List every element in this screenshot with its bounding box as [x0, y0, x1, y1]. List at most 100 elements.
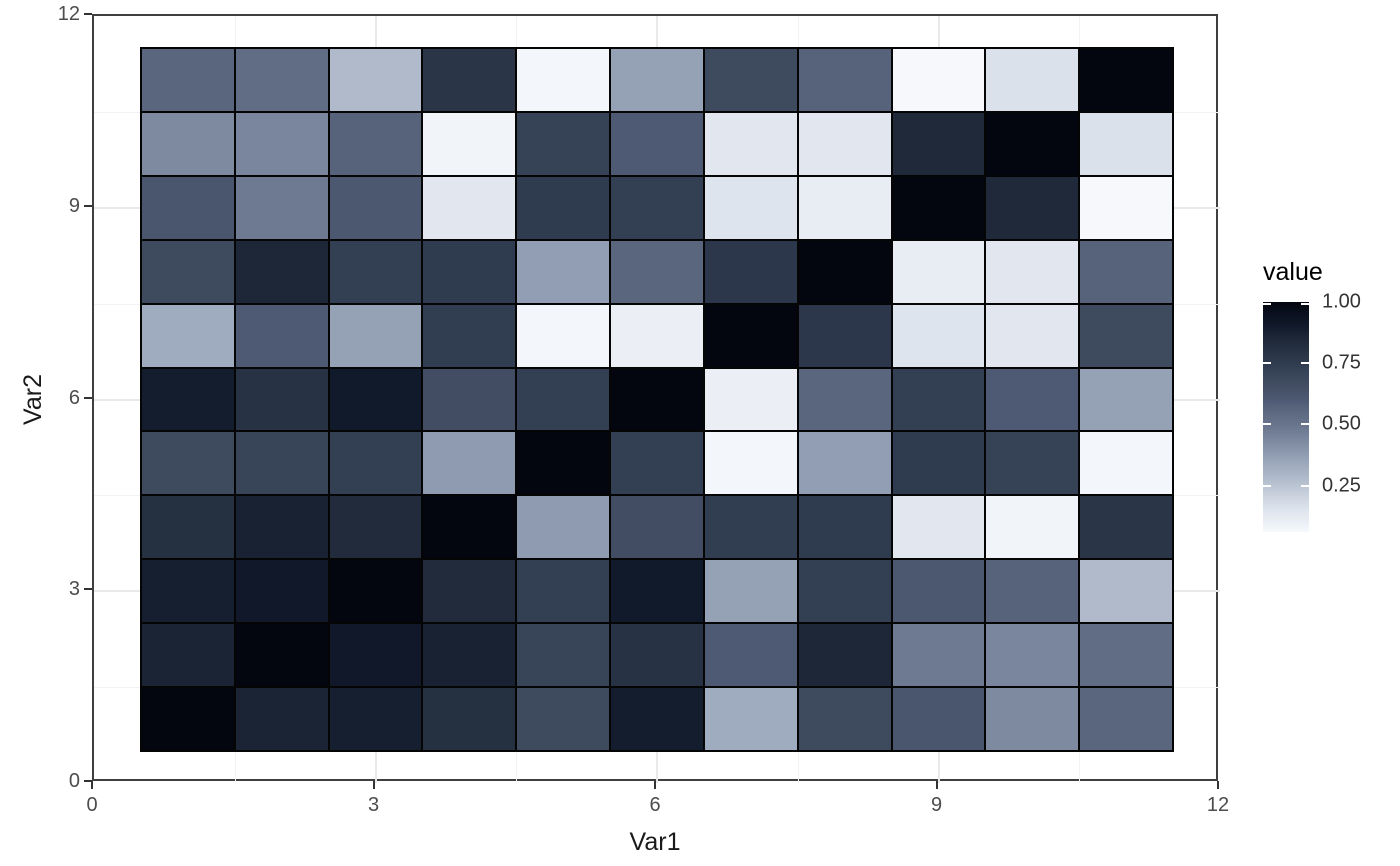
x-axis-tick-label: 9	[930, 794, 943, 816]
heatmap-tile	[891, 623, 986, 688]
y-axis-tick-label: 6	[68, 386, 80, 409]
x-axis-tick	[935, 781, 938, 789]
heatmap-tile	[328, 495, 423, 560]
heatmap-tiles	[139, 46, 1175, 753]
heatmap-tile	[610, 431, 704, 496]
heatmap-tile	[1079, 623, 1174, 688]
heatmap-tile	[328, 47, 423, 112]
legend-tick	[1263, 484, 1271, 487]
heatmap-tile	[891, 175, 986, 240]
heatmap-tile	[516, 687, 611, 752]
heatmap-tile	[891, 367, 986, 432]
heatmap-tile	[328, 559, 423, 624]
heatmap-tile	[140, 623, 235, 688]
heatmap-tile	[985, 559, 1080, 624]
heatmap-tile	[1079, 111, 1174, 176]
heatmap-tile	[422, 623, 517, 688]
heatmap-tile	[1079, 303, 1174, 368]
heatmap-tile	[797, 47, 892, 112]
heatmap-tile	[234, 47, 329, 112]
heatmap-tile	[703, 47, 798, 112]
heatmap-tile	[234, 175, 329, 240]
heatmap-tile	[797, 623, 892, 688]
heatmap-tile	[703, 111, 798, 176]
x-axis-tick-label: 6	[649, 794, 661, 816]
heatmap-tile	[891, 495, 986, 560]
heatmap-tile	[703, 303, 798, 368]
heatmap-tile	[610, 239, 704, 304]
heatmap-tile	[703, 623, 798, 688]
heatmap-tile	[422, 175, 517, 240]
heatmap-tile	[328, 239, 423, 304]
heatmap-tile	[328, 175, 423, 240]
heatmap-tile	[422, 303, 517, 368]
x-axis-tick-label: 12	[1206, 794, 1230, 816]
y-axis-tick	[84, 204, 92, 207]
plot-panel	[92, 14, 1220, 783]
legend-tick	[1301, 362, 1309, 365]
heatmap-tile	[516, 367, 611, 432]
x-axis-tick	[91, 781, 93, 789]
heatmap-tile	[797, 175, 892, 240]
heatmap-tile	[891, 111, 986, 176]
heatmap-tile	[610, 175, 704, 240]
heatmap-tile	[140, 111, 235, 176]
heatmap-tile	[985, 367, 1080, 432]
heatmap-tile	[328, 367, 423, 432]
heatmap-tile	[891, 47, 986, 112]
heatmap-tile	[516, 47, 611, 112]
heatmap-tile	[797, 495, 892, 560]
heatmap-tile	[516, 239, 611, 304]
heatmap-tile	[1079, 431, 1174, 496]
heatmap-tile	[234, 303, 329, 368]
heatmap-tile	[703, 431, 798, 496]
heatmap-tile	[328, 687, 423, 752]
heatmap-tile	[422, 239, 517, 304]
heatmap-tile	[516, 559, 611, 624]
heatmap-tile	[610, 111, 704, 176]
heatmap-tile	[985, 495, 1080, 560]
legend-tick	[1301, 423, 1309, 426]
heatmap-tile	[610, 47, 704, 112]
heatmap-tile	[422, 559, 517, 624]
heatmap-tile	[422, 431, 517, 496]
y-axis-tick-label: 3	[68, 578, 80, 601]
y-axis-tick-label: 9	[68, 194, 80, 217]
heatmap-tile	[610, 559, 704, 624]
heatmap-tile	[891, 687, 986, 752]
heatmap-tile	[797, 303, 892, 368]
heatmap-tile	[985, 431, 1080, 496]
heatmap-tile	[516, 623, 611, 688]
legend-tick	[1301, 484, 1309, 487]
heatmap-tile	[797, 111, 892, 176]
heatmap-tile	[703, 687, 798, 752]
heatmap-tile	[516, 495, 611, 560]
heatmap-tile	[234, 367, 329, 432]
heatmap-tile	[422, 495, 517, 560]
heatmap-tile	[516, 431, 611, 496]
heatmap-tile	[140, 367, 235, 432]
x-axis-tick-label: 3	[367, 794, 380, 816]
x-axis-tick	[372, 781, 375, 789]
heatmap-tile	[891, 431, 986, 496]
legend-tick	[1263, 362, 1271, 365]
heatmap-tile	[891, 559, 986, 624]
heatmap-tile	[703, 175, 798, 240]
heatmap-tile	[985, 47, 1080, 112]
heatmap-tile	[516, 175, 611, 240]
x-axis-tick-label: 0	[86, 794, 98, 816]
legend-tick	[1263, 303, 1271, 305]
heatmap-tile	[422, 687, 517, 752]
heatmap-tile	[703, 559, 798, 624]
heatmap-tile	[140, 495, 235, 560]
heatmap-tile	[1079, 239, 1174, 304]
heatmap-tile	[234, 495, 329, 560]
heatmap-tile	[985, 239, 1080, 304]
heatmap-tile	[234, 239, 329, 304]
legend-colorbar	[1263, 302, 1309, 532]
heatmap-tile	[1079, 47, 1174, 112]
heatmap-tile	[985, 623, 1080, 688]
heatmap-tile	[328, 431, 423, 496]
heatmap-tile	[234, 623, 329, 688]
